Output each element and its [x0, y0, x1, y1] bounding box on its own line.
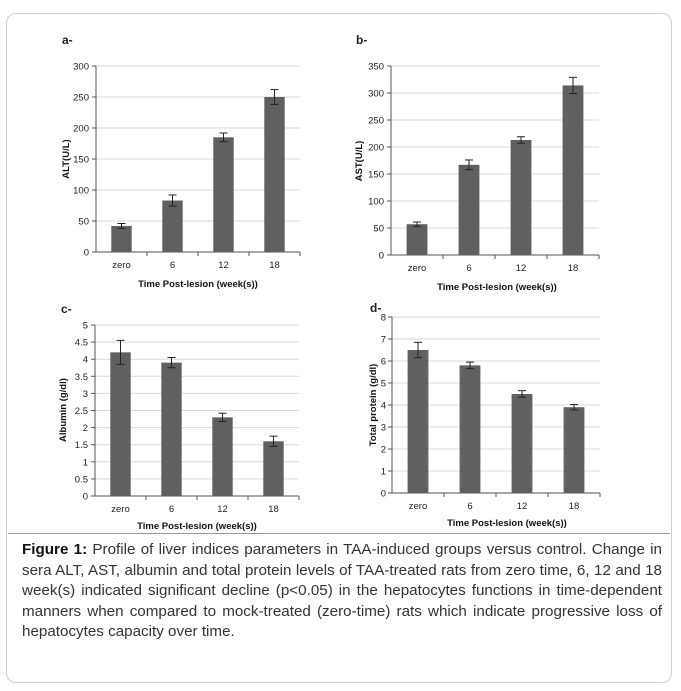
caption-text: Profile of liver indices parameters in T…: [22, 541, 662, 640]
bar-6: [162, 200, 183, 252]
y-tick-label: 150: [73, 155, 89, 166]
x-tick-label: 18: [568, 263, 579, 274]
x-axis-title: Time Post-lesion (week(s)): [447, 518, 567, 529]
bar-12: [510, 139, 532, 255]
panel-letter: c-: [61, 302, 72, 316]
x-tick-label: 6: [466, 263, 471, 274]
panel-letter: b-: [356, 33, 367, 47]
y-tick-label: 3: [381, 423, 386, 434]
y-tick-label: 4: [83, 355, 88, 366]
y-tick-label: 1.5: [75, 440, 88, 451]
y-tick-label: 0: [381, 489, 386, 500]
y-tick-label: 4: [381, 401, 386, 412]
x-tick-label: zero: [111, 504, 129, 515]
bar-18: [263, 441, 284, 496]
x-tick-label: 18: [269, 260, 280, 271]
y-tick-label: 250: [368, 116, 384, 127]
y-axis-title: Albumin (g/dl): [58, 378, 69, 442]
y-axis-title: AST(U/L): [354, 141, 365, 182]
y-tick-label: 3.5: [75, 372, 88, 383]
y-tick-label: 200: [73, 124, 89, 135]
caption-label: Figure 1:: [22, 541, 88, 558]
y-tick-label: 0: [84, 248, 89, 259]
figure-caption: Figure 1: Profile of liver indices param…: [22, 540, 662, 643]
y-tick-label: 100: [368, 197, 384, 208]
y-tick-label: 5: [381, 379, 386, 390]
bar-6: [161, 362, 182, 496]
y-axis-title: Total protein (g/dl): [368, 364, 379, 447]
y-axis-title: ALT(U/L): [61, 139, 72, 178]
x-tick-label: 18: [268, 504, 279, 515]
x-tick-label: 18: [569, 501, 580, 512]
bar-12: [511, 394, 533, 493]
y-tick-label: 50: [78, 217, 89, 228]
bar-zero: [407, 350, 429, 493]
caption-divider: [8, 533, 670, 534]
x-axis-title: Time Post-lesion (week(s)): [137, 521, 257, 532]
figure-frame: [6, 13, 672, 683]
x-tick-label: zero: [409, 501, 427, 512]
y-tick-label: 50: [373, 224, 384, 235]
panel-letter: a-: [62, 33, 73, 47]
bar-18: [563, 407, 585, 493]
x-tick-label: zero: [408, 263, 426, 274]
y-tick-label: 300: [368, 89, 384, 100]
x-axis-title: Time Post-lesion (week(s)): [437, 282, 557, 293]
y-tick-label: 250: [73, 93, 89, 104]
y-tick-label: 1: [83, 457, 88, 468]
bar-12: [212, 417, 233, 496]
x-tick-label: 6: [169, 504, 174, 515]
y-tick-label: 7: [381, 335, 386, 346]
y-tick-label: 2: [381, 445, 386, 456]
bar-12: [213, 137, 234, 252]
y-tick-label: 150: [368, 170, 384, 181]
y-tick-label: 8: [381, 313, 386, 324]
bar-18: [264, 97, 285, 252]
panel-letter: d-: [370, 301, 381, 315]
x-axis-title: Time Post-lesion (week(s)): [138, 279, 258, 290]
x-tick-label: zero: [112, 260, 130, 271]
y-tick-label: 5: [83, 321, 88, 332]
bar-6: [458, 164, 480, 255]
bar-6: [459, 365, 481, 493]
x-tick-label: 12: [218, 260, 229, 271]
y-tick-label: 6: [381, 357, 386, 368]
x-tick-label: 6: [467, 501, 472, 512]
y-tick-label: 300: [73, 62, 89, 73]
y-tick-label: 350: [368, 62, 384, 73]
bar-zero: [111, 225, 132, 252]
y-tick-label: 4.5: [75, 338, 88, 349]
y-tick-label: 200: [368, 143, 384, 154]
x-tick-label: 12: [516, 263, 527, 274]
y-tick-label: 3: [83, 389, 88, 400]
x-tick-label: 12: [517, 501, 528, 512]
bar-zero: [110, 352, 131, 496]
bar-zero: [406, 224, 428, 255]
x-tick-label: 12: [217, 504, 228, 515]
y-tick-label: 2.5: [75, 406, 88, 417]
y-tick-label: 2: [83, 423, 88, 434]
y-tick-label: 0: [83, 492, 88, 503]
bar-18: [562, 85, 584, 255]
y-tick-label: 1: [381, 467, 386, 478]
y-tick-label: 0: [379, 251, 384, 262]
y-tick-label: 0.5: [75, 474, 88, 485]
x-tick-label: 6: [170, 260, 175, 271]
y-tick-label: 100: [73, 186, 89, 197]
